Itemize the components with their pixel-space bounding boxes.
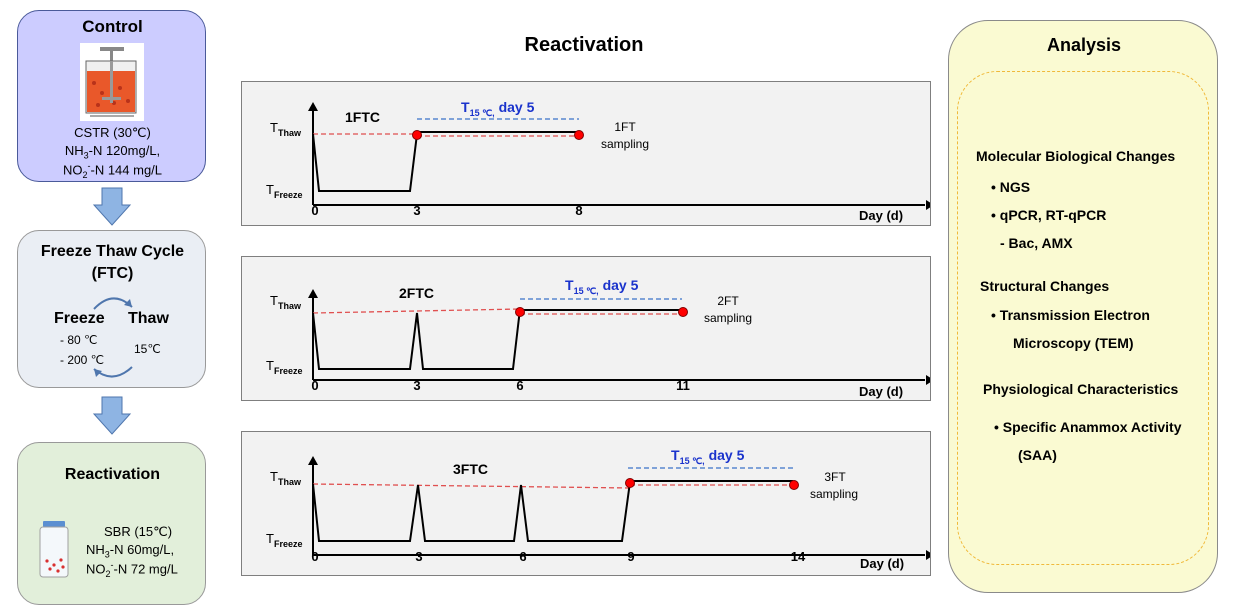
control-condition-1: CSTR (30℃) xyxy=(74,125,151,140)
panel-1ftc-diagram: 1FTC T15 ℃, day 5 1FT sampling TThaw TFr… xyxy=(266,99,934,223)
thaw-axis-label: TThaw xyxy=(270,469,302,487)
cstr-reactor-image xyxy=(80,43,144,121)
tick-label: 0 xyxy=(311,203,318,218)
panel-3ftc-diagram: 3FTC T15 ℃, day 5 3FT sampling TThaw TFr… xyxy=(266,447,934,571)
analysis-box: Analysis Molecular Biological Changes • … xyxy=(948,20,1218,593)
control-condition-3: NO2--N 144 mg/L xyxy=(62,161,163,180)
thaw-temp: 15℃ xyxy=(134,342,161,356)
tick-label: 3 xyxy=(415,549,422,564)
tick-label: 6 xyxy=(516,378,523,393)
reactivation-box: Reactivation SBR (15℃) NH3-N 60mg/L, NO2… xyxy=(17,442,206,605)
reactivation-condition-1: SBR (15℃) xyxy=(104,524,173,539)
freeze-axis-label: TFreeze xyxy=(266,531,302,549)
tick-label: 0 xyxy=(311,549,318,564)
tick-label: 14 xyxy=(791,549,806,564)
physiological-title: Physiological Characteristics xyxy=(983,381,1179,397)
freeze-label: Freeze xyxy=(54,310,105,327)
ftc-title-line2: (FTC) xyxy=(91,265,134,282)
ftc-box: Freeze Thaw Cycle (FTC) Freeze Thaw - 80… xyxy=(17,230,206,388)
sampling-line2: sampling xyxy=(704,311,752,325)
thaw-axis-label: TThaw xyxy=(270,120,302,138)
t15-label: T15 ℃, day 5 xyxy=(565,277,639,296)
x-axis-label: Day (d) xyxy=(859,384,903,399)
structural-item-1: • Transmission Electron xyxy=(991,307,1150,323)
structural-title: Structural Changes xyxy=(980,278,1110,294)
panel-2ftc-diagram: 2FTC T15 ℃, day 5 2FT sampling TThaw TFr… xyxy=(266,277,934,399)
thaw-label: Thaw xyxy=(128,310,169,327)
control-box: Control CSTR (30℃) NH3-N 120mg/L, NO2--N… xyxy=(17,10,206,182)
analysis-inner-border xyxy=(957,71,1209,565)
tick-label: 9 xyxy=(627,549,634,564)
thaw-axis-label: TThaw xyxy=(270,293,302,311)
tick-label: 11 xyxy=(676,378,690,393)
ftc-label: 1FTC xyxy=(345,109,380,125)
reactivation-condition-3: NO2--N 72 mg/L xyxy=(86,560,178,579)
molecular-item-qpcr: • qPCR, RT-qPCR xyxy=(991,207,1107,223)
reactivation-condition-2: NH3-N 60mg/L, xyxy=(86,542,175,560)
ftc-title-line1: Freeze Thaw Cycle xyxy=(40,243,185,260)
tick-label: 3 xyxy=(413,378,420,393)
down-arrow-icon xyxy=(92,396,132,435)
control-condition-2: NH3-N 120mg/L, xyxy=(64,143,161,161)
structural-item-2: Microscopy (TEM) xyxy=(1013,335,1134,351)
t15-label: T15 ℃, day 5 xyxy=(671,447,745,466)
panel-2ftc: 2FTC T15 ℃, day 5 2FT sampling TThaw TFr… xyxy=(241,256,934,401)
freeze-temp-1: - 80 ℃ xyxy=(60,333,98,347)
sampling-line1: 3FT xyxy=(824,470,846,484)
analysis-title: Analysis xyxy=(1046,35,1122,55)
panel-3ftc: 3FTC T15 ℃, day 5 3FT sampling TThaw TFr… xyxy=(241,431,934,576)
freeze-axis-label: TFreeze xyxy=(266,182,302,200)
cycle-arrows-icon xyxy=(93,297,133,378)
physiological-item-2: (SAA) xyxy=(1018,447,1057,463)
reactivation-box-title: Reactivation xyxy=(64,466,161,483)
x-axis-label: Day (d) xyxy=(860,556,904,571)
center-title: Reactivation xyxy=(524,34,644,56)
sampling-line2: sampling xyxy=(601,137,649,151)
control-title: Control xyxy=(82,17,143,36)
ftc-label: 3FTC xyxy=(453,461,488,477)
x-axis-label: Day (d) xyxy=(859,208,903,223)
down-arrow-icon xyxy=(92,187,132,226)
t15-label: T15 ℃, day 5 xyxy=(461,99,535,118)
ftc-label: 2FTC xyxy=(399,285,434,301)
physiological-item-1: • Specific Anammox Activity xyxy=(994,419,1182,435)
molecular-item-ngs: • NGS xyxy=(991,179,1031,195)
molecular-title: Molecular Biological Changes xyxy=(976,148,1176,164)
freeze-axis-label: TFreeze xyxy=(266,358,302,376)
molecular-item-bac: - Bac, AMX xyxy=(1000,235,1073,251)
tick-label: 3 xyxy=(413,203,420,218)
sampling-line1: 1FT xyxy=(614,120,636,134)
sbr-bottle-icon xyxy=(39,521,69,578)
freeze-temp-2: - 200 ℃ xyxy=(60,353,105,367)
tick-label: 0 xyxy=(311,378,318,393)
sampling-line1: 2FT xyxy=(717,294,739,308)
tick-label: 8 xyxy=(575,203,582,218)
panel-1ftc: 1FTC T15 ℃, day 5 1FT sampling TThaw TFr… xyxy=(241,81,934,226)
sampling-line2: sampling xyxy=(810,487,858,501)
tick-label: 6 xyxy=(519,549,526,564)
